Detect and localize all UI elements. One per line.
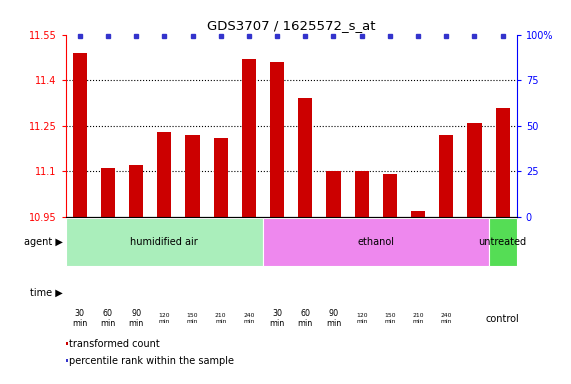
- Bar: [263, 218, 489, 266]
- Bar: [214, 138, 228, 217]
- Text: 210
min: 210 min: [215, 313, 227, 324]
- Text: control: control: [486, 314, 520, 324]
- Text: agent ▶: agent ▶: [24, 237, 63, 247]
- Text: 60
min: 60 min: [297, 309, 313, 328]
- Text: 90
min: 90 min: [128, 309, 144, 328]
- Bar: [298, 98, 312, 217]
- Text: 240
min: 240 min: [243, 313, 255, 324]
- Text: time ▶: time ▶: [30, 288, 63, 298]
- Bar: [129, 165, 143, 217]
- Text: 30
min: 30 min: [72, 309, 87, 328]
- Text: 120
min: 120 min: [356, 313, 368, 324]
- Bar: [242, 59, 256, 217]
- Text: 150
min: 150 min: [187, 313, 198, 324]
- Bar: [496, 108, 510, 217]
- Text: percentile rank within the sample: percentile rank within the sample: [69, 356, 234, 366]
- Text: 90
min: 90 min: [326, 309, 341, 328]
- Text: transformed count: transformed count: [69, 339, 160, 349]
- Text: 150
min: 150 min: [384, 313, 396, 324]
- Bar: [270, 62, 284, 217]
- Text: 120
min: 120 min: [159, 313, 170, 324]
- Text: untreated: untreated: [478, 237, 526, 247]
- Text: 30
min: 30 min: [270, 309, 285, 328]
- Bar: [157, 132, 171, 217]
- Text: ethanol: ethanol: [357, 237, 395, 247]
- Bar: [101, 168, 115, 217]
- Bar: [355, 171, 369, 217]
- Bar: [468, 123, 481, 217]
- Title: GDS3707 / 1625572_s_at: GDS3707 / 1625572_s_at: [207, 19, 376, 32]
- Text: 240
min: 240 min: [441, 313, 452, 324]
- Bar: [73, 53, 87, 217]
- Text: 210
min: 210 min: [412, 313, 424, 324]
- Bar: [327, 171, 340, 217]
- Bar: [383, 174, 397, 217]
- Bar: [186, 135, 200, 217]
- Bar: [411, 211, 425, 217]
- Bar: [439, 135, 453, 217]
- Text: 60
min: 60 min: [100, 309, 115, 328]
- Text: humidified air: humidified air: [130, 237, 198, 247]
- Bar: [489, 218, 517, 266]
- Bar: [66, 218, 263, 266]
